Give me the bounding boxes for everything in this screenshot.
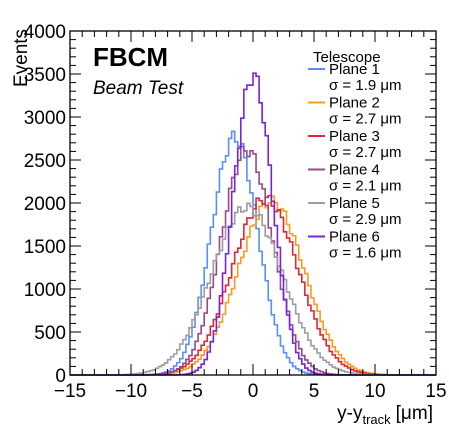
y-tick-label: 0 (55, 366, 66, 387)
legend-entry-sigma: σ = 2.7 μm (329, 111, 402, 128)
y-tick-label: 1000 (24, 280, 66, 301)
x-tick-label: 15 (425, 381, 446, 402)
legend-entry-name: Plane 3 (329, 128, 380, 145)
x-axis-title: y-ytrack [μm] (337, 403, 433, 427)
tick-labels: −15 −10 −5 0 5 10 15 0 500 1000 1500 2000 2500 3000 35… (24, 22, 447, 402)
legend-entry-name: Plane 4 (329, 162, 380, 179)
x-axis-title-main: y-y (337, 403, 363, 424)
legend-entry-sigma: σ = 2.7 μm (329, 144, 402, 161)
legend-entry-sigma: σ = 2.1 μm (329, 178, 402, 195)
y-tick-label: 2500 (24, 151, 66, 172)
y-tick-label: 3500 (24, 65, 66, 86)
y-tick-label: 1500 (24, 237, 66, 258)
legend-entry-name: Plane 6 (329, 229, 380, 246)
x-tick-label: 0 (248, 381, 259, 402)
x-tick-label: 5 (309, 381, 320, 402)
x-axis-title-subscript: track (362, 412, 391, 427)
legend-entry-sigma: σ = 1.9 μm (329, 77, 402, 94)
legend-entry-sigma: σ = 1.6 μm (329, 245, 402, 262)
y-axis-title: Events (11, 29, 32, 87)
subtitle-label: Beam Test (93, 78, 184, 99)
x-tick-label: −10 (115, 381, 147, 402)
legend-entry-name: Plane 1 (329, 61, 380, 78)
experiment-label: FBCM (93, 42, 168, 72)
y-tick-label: 4000 (24, 22, 66, 43)
legend-entry-name: Plane 5 (329, 195, 380, 212)
x-tick-label: 10 (364, 381, 385, 402)
y-tick-label: 500 (34, 323, 66, 344)
axis-ticks (69, 30, 437, 376)
legend-entry-name: Plane 2 (329, 95, 380, 112)
x-tick-label: −5 (181, 381, 203, 402)
x-tick-label: −15 (54, 381, 86, 402)
legend-title: Telescope (313, 49, 381, 66)
y-tick-label: 2000 (24, 194, 66, 215)
legend-entry-sigma: σ = 2.9 μm (329, 211, 402, 228)
y-tick-label: 3000 (24, 108, 66, 129)
histogram-plane-5 (70, 202, 436, 376)
x-axis-title-unit: [μm] (396, 403, 433, 424)
